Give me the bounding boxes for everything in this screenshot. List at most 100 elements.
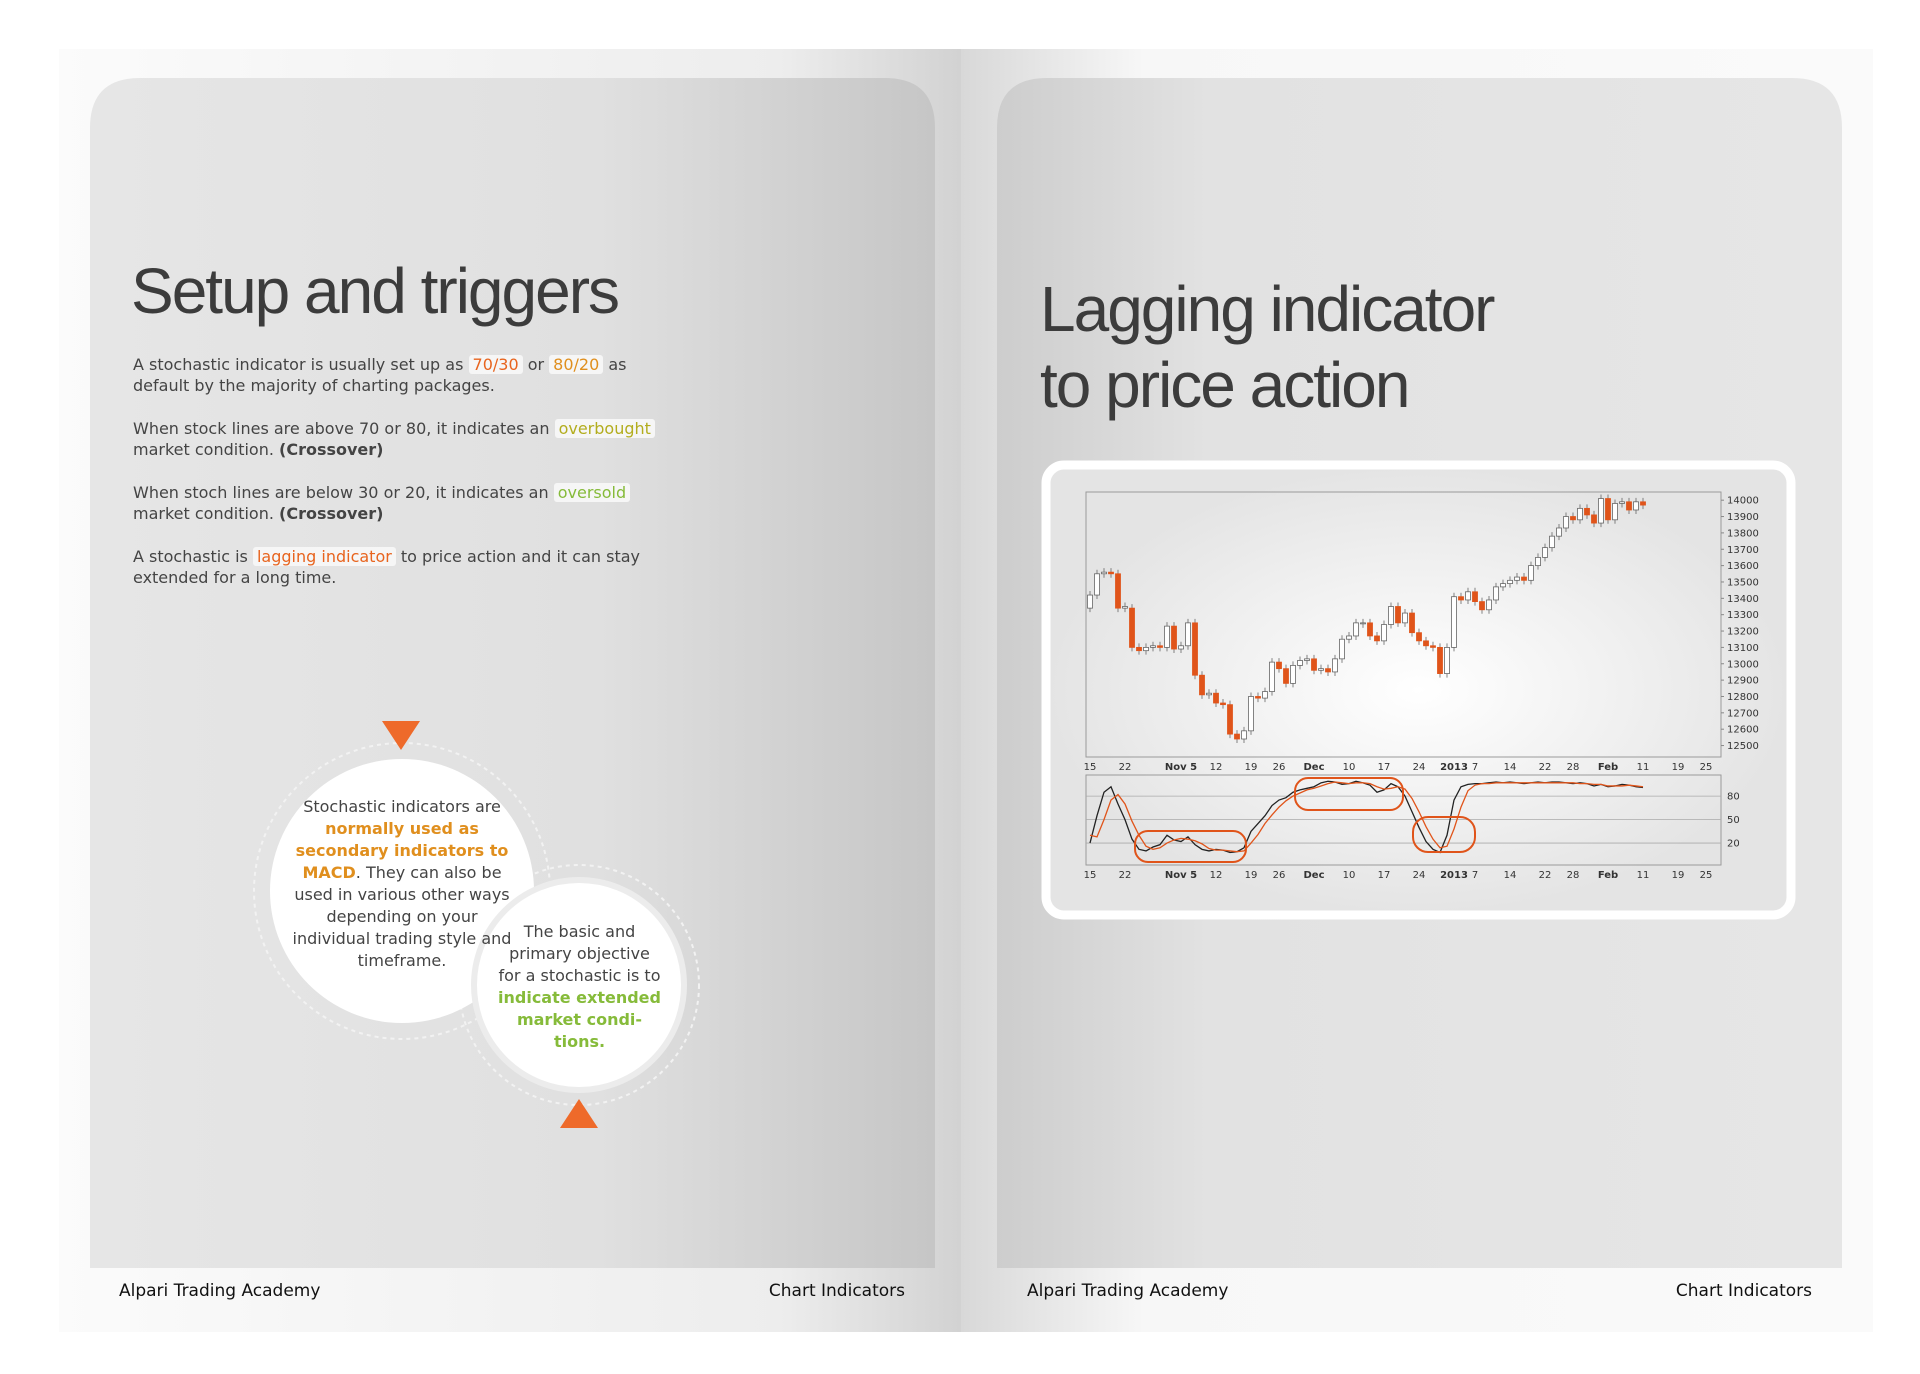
- text-run: A stochastic indicator is usually set up…: [133, 355, 469, 374]
- candle: [1528, 565, 1534, 581]
- candle: [1269, 661, 1275, 692]
- candle: [1458, 596, 1464, 601]
- x-tick-label: 2013: [1440, 762, 1468, 773]
- candle: [1178, 645, 1184, 650]
- x-tick-label: 12: [1210, 762, 1223, 773]
- text-run: normally used as secondary indicators to…: [295, 819, 509, 882]
- candle: [1605, 498, 1611, 521]
- stoch-line: [1089, 781, 1644, 853]
- candle: [1290, 664, 1296, 684]
- text-run: as default by the majority of charting p…: [133, 355, 627, 395]
- highlight-oval: [1412, 816, 1476, 853]
- candle: [1549, 535, 1555, 549]
- y-tick-label: 12800: [1727, 692, 1759, 703]
- candle: [1094, 573, 1100, 596]
- y-tick-label: 13400: [1727, 594, 1759, 605]
- text-run: A stochastic is: [133, 547, 253, 566]
- highlight-oval: [1134, 830, 1247, 863]
- candle: [1234, 733, 1240, 740]
- candle: [1430, 645, 1436, 648]
- highlight-oval: [1294, 777, 1404, 811]
- candle: [1101, 571, 1107, 575]
- candle: [1276, 661, 1282, 670]
- candle: [1416, 632, 1422, 642]
- text-run: 80/20: [549, 355, 604, 374]
- candle: [1472, 591, 1478, 602]
- y-tick-label: 12900: [1727, 676, 1759, 687]
- candle: [1493, 586, 1499, 601]
- x-tick-label: 22: [1119, 870, 1132, 881]
- x-tick-label: Feb: [1598, 762, 1618, 773]
- x-tick-label: 17: [1378, 870, 1391, 881]
- callout-circle: [471, 877, 687, 1093]
- candle: [1171, 625, 1177, 650]
- candle: [1402, 612, 1408, 624]
- candle: [1584, 507, 1590, 516]
- x-tick-label: Nov 5: [1165, 870, 1197, 881]
- candle: [1640, 501, 1646, 506]
- text-run: market condition.: [133, 504, 280, 523]
- y-tick-label: 13300: [1727, 610, 1759, 621]
- candle: [1087, 594, 1093, 609]
- x-tick-label: 11: [1637, 870, 1650, 881]
- page-title: to price action: [1040, 349, 1410, 421]
- candle: [1220, 702, 1226, 706]
- x-tick-label: 11: [1637, 762, 1650, 773]
- candle: [1409, 612, 1415, 634]
- text-run: market condition.: [133, 440, 280, 459]
- candle: [1248, 696, 1254, 732]
- candle: [1367, 622, 1373, 637]
- x-tick-label: 17: [1378, 762, 1391, 773]
- candle: [1535, 557, 1541, 567]
- candle: [1612, 503, 1618, 521]
- x-tick-label: 25: [1700, 870, 1713, 881]
- candle: [1129, 607, 1135, 648]
- paragraph: A stochastic is lagging indicator to pri…: [133, 546, 673, 588]
- x-tick-label: 12: [1210, 870, 1223, 881]
- candle: [1108, 571, 1114, 575]
- candle: [1311, 658, 1317, 671]
- text-run: Stochastic indicators are: [303, 797, 501, 816]
- candle: [1346, 635, 1352, 640]
- x-tick-label: 19: [1672, 762, 1685, 773]
- candle: [1353, 622, 1359, 637]
- text-run: When stock lines are above 70 or 80, it …: [133, 419, 555, 438]
- candle: [1542, 547, 1548, 558]
- text-run: or: [522, 355, 550, 374]
- x-tick-label: 19: [1245, 762, 1258, 773]
- candle: [1206, 692, 1212, 696]
- candle: [1563, 516, 1569, 529]
- candle: [1556, 527, 1562, 537]
- text-run: . They can also be used in various other…: [292, 863, 512, 970]
- y-tick-label: 13800: [1727, 528, 1759, 539]
- x-tick-label: 19: [1245, 870, 1258, 881]
- footer-text: Alpari Trading Academy: [1027, 1281, 1229, 1301]
- chart: 12500 12600 12700 12800 12900 13000 13100 13200…: [1084, 494, 1759, 881]
- candle: [1486, 599, 1492, 611]
- y-tick-label: 13900: [1727, 512, 1759, 523]
- candle: [1157, 645, 1163, 648]
- candle: [1227, 704, 1233, 735]
- page-title: Lagging indicator: [1040, 273, 1495, 345]
- x-tick-label: 7: [1472, 762, 1478, 773]
- candle: [1381, 624, 1387, 642]
- x-tick-label: 22: [1539, 870, 1552, 881]
- x-tick-label: 28: [1567, 870, 1580, 881]
- arrow-up: [560, 1099, 598, 1128]
- chart-frame: [1041, 460, 1796, 920]
- x-tick-label: 22: [1119, 762, 1132, 773]
- candle: [1115, 573, 1121, 609]
- stoch-line: [1089, 780, 1644, 854]
- text-run: (Crossover): [279, 504, 384, 523]
- y-tick-label: 13600: [1727, 561, 1759, 572]
- y-tick-label: 13100: [1727, 643, 1759, 654]
- y-tick-label: 80: [1727, 792, 1740, 803]
- candle: [1325, 668, 1331, 673]
- x-tick-label: 22: [1539, 762, 1552, 773]
- callout-text: Stochastic indicators are normally used …: [292, 796, 512, 972]
- x-tick-label: 10: [1343, 870, 1356, 881]
- candle: [1451, 596, 1457, 648]
- candle: [1199, 674, 1205, 696]
